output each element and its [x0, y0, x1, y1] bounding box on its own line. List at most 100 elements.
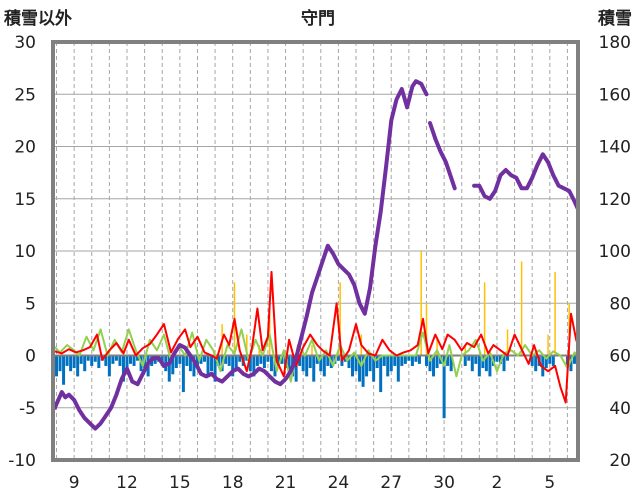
negative-bar [347, 355, 351, 369]
left-tick-label: 20 [14, 138, 36, 158]
negative-bar [396, 355, 400, 382]
negative-bar [463, 355, 467, 366]
negative-bar [255, 355, 259, 366]
negative-bar [195, 355, 199, 369]
negative-bar [227, 355, 231, 366]
negative-bar [382, 355, 386, 366]
negative-bar [365, 355, 369, 377]
negative-bar [280, 355, 284, 364]
negative-bar [213, 355, 217, 382]
negative-bar [319, 355, 323, 372]
negative-bar [551, 355, 555, 366]
left-axis-label: 積雪以外 [4, 8, 72, 29]
negative-bar [358, 355, 362, 382]
negative-bar [171, 355, 175, 375]
negative-bar [62, 355, 66, 385]
negative-bar [481, 355, 485, 369]
negative-bar [541, 355, 545, 377]
negative-bar [277, 355, 281, 366]
negative-bar [90, 355, 94, 366]
right-tick-label: 160 [599, 85, 631, 105]
negative-bar [231, 355, 235, 377]
negative-bar [432, 355, 436, 377]
left-tick-label: 5 [25, 294, 36, 314]
negative-bar [93, 355, 97, 362]
negative-bar [354, 355, 358, 372]
right-axis-ticks: 180 160 140 120 100 80 60 40 20 [599, 33, 631, 471]
left-tick-label: 25 [14, 85, 36, 105]
negative-bar [534, 355, 538, 372]
negative-bar [262, 355, 266, 369]
sunshine-line [54, 328, 579, 383]
negative-bar [477, 355, 481, 377]
negative-bar [393, 355, 397, 366]
right-tick-label: 80 [609, 294, 631, 314]
negative-bar [428, 355, 432, 372]
right-axis-label: 積雪 [598, 8, 632, 29]
left-tick-label: 0 [25, 347, 36, 367]
x-tick-label: 24 [328, 473, 350, 493]
right-tick-label: 120 [599, 190, 631, 210]
negative-bar [245, 355, 249, 361]
negative-bar [58, 355, 62, 372]
negative-bar [129, 355, 133, 364]
negative-bar [217, 355, 221, 366]
x-tick-label: 9 [69, 473, 80, 493]
x-tick-label: 2 [492, 473, 503, 493]
negative-bar [125, 355, 129, 372]
negative-bar [336, 355, 340, 361]
left-tick-label: -10 [8, 451, 36, 471]
negative-bar [379, 355, 383, 393]
negative-bar [121, 355, 125, 382]
negative-bar [248, 355, 252, 372]
negative-bar [446, 355, 450, 366]
negative-bar [569, 355, 573, 372]
left-tick-label: 15 [14, 190, 36, 210]
negative-bar [407, 355, 411, 361]
negative-bar [111, 355, 115, 364]
negative-bar [132, 355, 136, 366]
x-tick-label: 18 [222, 473, 244, 493]
negative-bar [548, 355, 552, 364]
negative-bar [287, 355, 291, 372]
negative-bar [544, 355, 548, 369]
right-tick-label: 20 [609, 451, 631, 471]
negative-bar [269, 355, 273, 372]
negative-bar [470, 355, 474, 372]
right-tick-label: 40 [609, 399, 631, 419]
x-tick-label: 15 [169, 473, 191, 493]
negative-bar [83, 355, 87, 372]
negative-bar [389, 355, 393, 372]
negative-bar [572, 355, 576, 364]
negative-bar [178, 355, 182, 364]
left-axis-ticks: 30 25 20 15 10 5 0 -5 -10 [8, 33, 36, 471]
negative-bar [530, 355, 534, 366]
temperature-line [54, 270, 579, 404]
negative-bar [238, 355, 242, 362]
negative-bar [55, 355, 59, 377]
negative-bar [474, 355, 478, 364]
negative-bar [76, 355, 80, 377]
negative-bar [506, 355, 510, 361]
negative-bar [118, 355, 122, 366]
negative-bar [107, 355, 111, 377]
x-tick-label: 12 [116, 473, 138, 493]
negative-bar [259, 355, 263, 364]
grid [53, 42, 578, 460]
negative-bar [181, 355, 185, 393]
negative-bar [322, 355, 326, 377]
negative-bar [234, 355, 238, 369]
negative-bar [167, 355, 171, 382]
chart-title: 守門 [301, 8, 335, 29]
x-tick-label: 27 [380, 473, 402, 493]
negative-bar [467, 355, 471, 361]
negative-bar [136, 355, 140, 361]
negative-bar [206, 355, 210, 377]
negative-bar [86, 355, 90, 361]
x-axis-ticks: 9 12 15 18 21 24 27 30 2 5 [69, 473, 555, 493]
negative-bar [326, 355, 330, 366]
negative-bar [203, 355, 207, 362]
negative-bar [252, 355, 256, 377]
negative-bar [114, 355, 118, 361]
negative-bar [199, 355, 203, 364]
